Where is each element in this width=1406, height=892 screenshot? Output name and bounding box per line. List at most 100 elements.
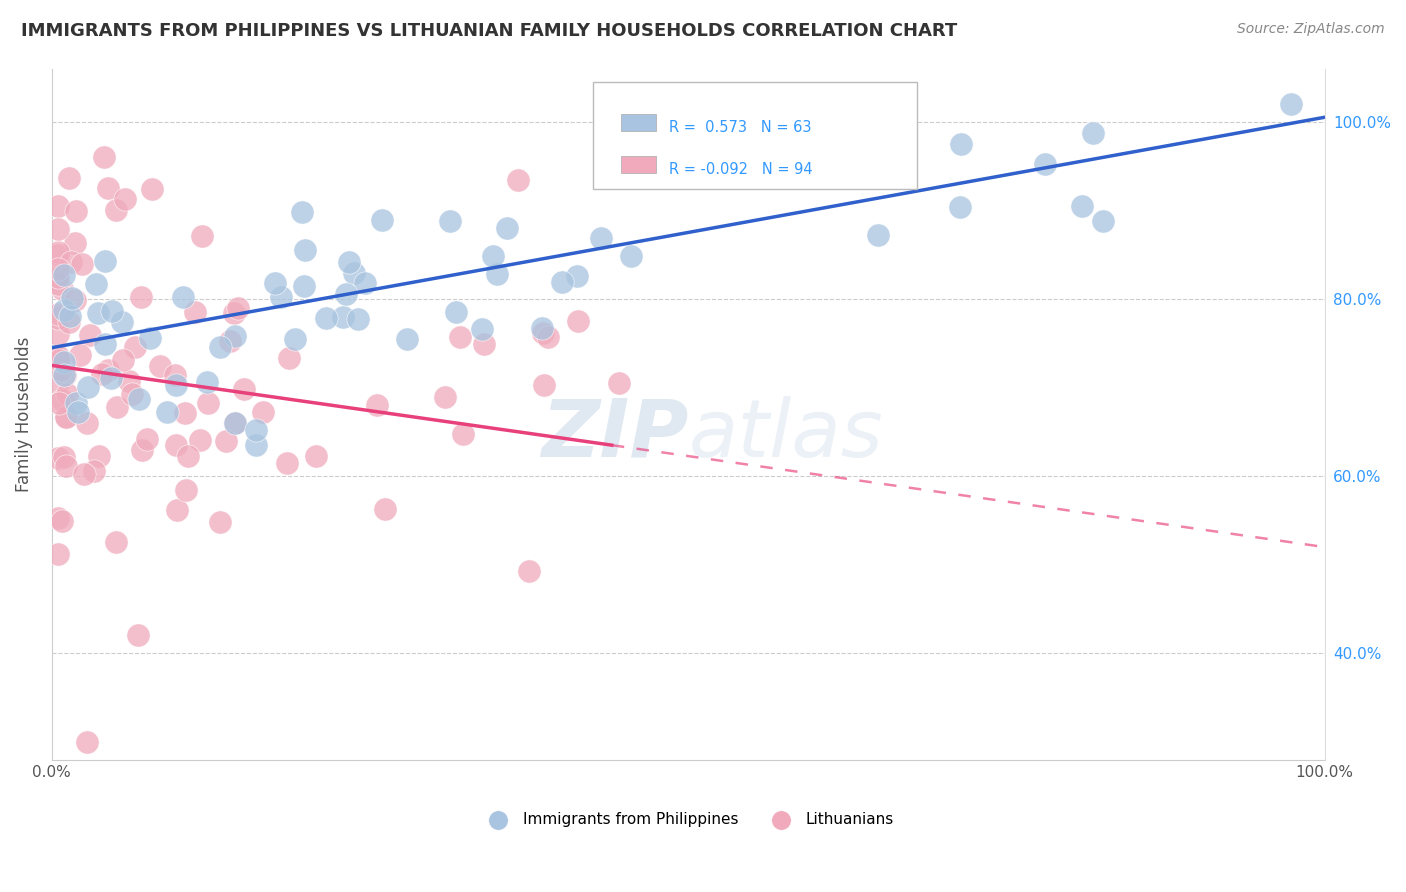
Point — [139, 331, 162, 345]
Point — [53, 368, 76, 382]
Point — [177, 449, 200, 463]
FancyBboxPatch shape — [620, 114, 657, 131]
Point — [104, 202, 127, 217]
Point — [224, 417, 246, 431]
Point — [105, 401, 128, 415]
Point — [114, 192, 136, 206]
Point — [449, 330, 471, 344]
Point — [136, 433, 159, 447]
Point — [208, 515, 231, 529]
Point — [173, 406, 195, 420]
Point — [950, 137, 973, 152]
Point — [48, 395, 70, 409]
Point — [94, 253, 117, 268]
Point — [337, 255, 360, 269]
Point — [233, 382, 256, 396]
Point — [53, 268, 76, 282]
Point — [51, 392, 73, 407]
Point — [276, 456, 298, 470]
Point — [93, 150, 115, 164]
Text: R = -0.092   N = 94: R = -0.092 N = 94 — [669, 161, 813, 177]
Point — [59, 309, 82, 323]
Point — [284, 332, 307, 346]
Point — [46, 547, 69, 561]
Point — [46, 248, 69, 262]
Point — [128, 392, 150, 406]
Point — [65, 203, 87, 218]
Point — [69, 348, 91, 362]
Text: R =  0.573   N = 63: R = 0.573 N = 63 — [669, 120, 811, 135]
Point — [51, 514, 73, 528]
Point — [208, 340, 231, 354]
Point — [292, 279, 315, 293]
Point — [90, 368, 112, 382]
Point — [111, 353, 134, 368]
Point — [70, 257, 93, 271]
Point — [86, 306, 108, 320]
Point — [551, 275, 574, 289]
Point — [46, 450, 69, 465]
Y-axis label: Family Households: Family Households — [15, 336, 32, 491]
Point — [1035, 156, 1057, 170]
Point — [433, 390, 456, 404]
Point — [56, 386, 79, 401]
Point — [495, 220, 517, 235]
Point — [439, 214, 461, 228]
Point — [533, 377, 555, 392]
Point — [46, 376, 69, 391]
Point — [46, 310, 69, 325]
Text: atlas: atlas — [688, 396, 883, 474]
Point — [222, 306, 245, 320]
Point — [270, 290, 292, 304]
Text: IMMIGRANTS FROM PHILIPPINES VS LITHUANIAN FAMILY HOUSEHOLDS CORRELATION CHART: IMMIGRANTS FROM PHILIPPINES VS LITHUANIA… — [21, 22, 957, 40]
Point — [53, 368, 76, 382]
Point — [876, 169, 898, 184]
Point — [949, 200, 972, 214]
Point — [55, 409, 77, 424]
Point — [374, 502, 396, 516]
Point — [141, 182, 163, 196]
Point — [190, 229, 212, 244]
Point — [366, 398, 388, 412]
Point — [245, 424, 267, 438]
Point — [486, 267, 509, 281]
Point — [97, 181, 120, 195]
Point — [46, 351, 69, 365]
Point — [305, 449, 328, 463]
Point — [46, 277, 69, 292]
Point — [93, 337, 115, 351]
Point — [53, 303, 76, 318]
Point — [1071, 199, 1094, 213]
Point — [872, 165, 894, 179]
Point — [347, 312, 370, 326]
Point — [127, 628, 149, 642]
Point — [224, 329, 246, 343]
Point — [97, 363, 120, 377]
Legend: Immigrants from Philippines, Lithuanians: Immigrants from Philippines, Lithuanians — [477, 805, 900, 832]
Point — [215, 434, 238, 448]
Point — [565, 268, 588, 283]
Point — [174, 483, 197, 497]
Point — [226, 301, 249, 316]
FancyBboxPatch shape — [593, 82, 917, 189]
Text: Source: ZipAtlas.com: Source: ZipAtlas.com — [1237, 22, 1385, 37]
Point — [104, 535, 127, 549]
Point — [87, 450, 110, 464]
Point — [55, 459, 77, 474]
Point — [46, 349, 69, 363]
Point — [63, 293, 86, 307]
Point — [531, 320, 554, 334]
Point — [591, 231, 613, 245]
Point — [131, 443, 153, 458]
Point — [66, 405, 89, 419]
Point — [218, 334, 240, 348]
Point — [224, 417, 246, 431]
Point — [165, 378, 187, 392]
Point — [46, 511, 69, 525]
Point — [46, 198, 69, 212]
Point — [294, 244, 316, 258]
Point — [354, 277, 377, 291]
Point — [184, 305, 207, 319]
Point — [76, 735, 98, 749]
Point — [60, 254, 83, 268]
